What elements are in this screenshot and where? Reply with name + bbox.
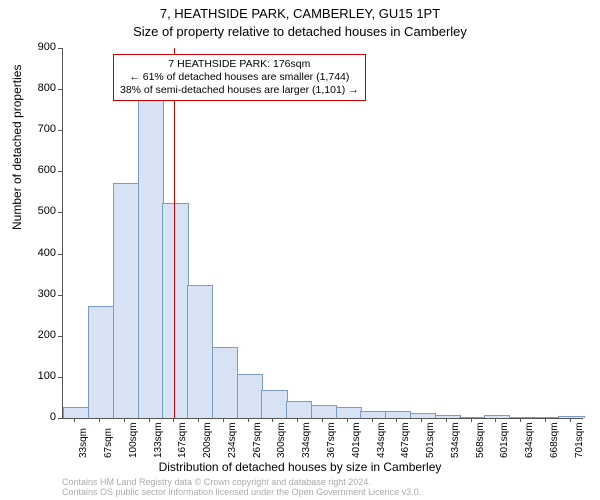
ytick-label: 700 [38,123,56,135]
plot-area: 7 HEATHSIDE PARK: 176sqm← 61% of detache… [62,48,583,419]
xtick-label: 67sqm [103,428,114,458]
xtick-mark [446,418,447,422]
histogram-bar [237,374,263,418]
ytick-mark [58,48,62,49]
xtick-label: 167sqm [177,422,188,458]
y-axis-label: Number of detached properties [10,65,24,230]
xtick-label: 434sqm [376,422,387,458]
histogram-bar [311,405,337,418]
xtick-label: 334sqm [301,422,312,458]
histogram-bar [113,183,139,418]
ytick-label: 100 [38,370,56,382]
ytick-label: 200 [38,329,56,341]
histogram-bar [187,285,213,418]
xtick-label: 267sqm [252,422,263,458]
xtick-mark [198,418,199,422]
histogram-bar [459,417,485,418]
xtick-mark [372,418,373,422]
chart-title-address: 7, HEATHSIDE PARK, CAMBERLEY, GU15 1PT [0,6,600,21]
ytick-mark [58,212,62,213]
xtick-label: 534sqm [450,422,461,458]
xtick-mark [396,418,397,422]
ytick-mark [58,336,62,337]
xtick-mark [570,418,571,422]
ytick-mark [58,254,62,255]
annotation-line1: 7 HEATHSIDE PARK: 176sqm [120,58,359,71]
xtick-mark [545,418,546,422]
histogram-bar [261,390,287,418]
histogram-bar [410,413,436,418]
histogram-bar [484,415,510,418]
annotation-box: 7 HEATHSIDE PARK: 176sqm← 61% of detache… [113,54,366,101]
xtick-label: 634sqm [524,422,535,458]
xtick-mark [74,418,75,422]
x-axis-label: Distribution of detached houses by size … [0,460,600,474]
xtick-label: 367sqm [326,422,337,458]
histogram-bar [63,407,89,418]
xtick-mark [471,418,472,422]
histogram-bar [435,415,461,418]
footer-line2: Contains OS public sector information li… [62,488,421,498]
xtick-label: 568sqm [475,422,486,458]
ytick-mark [58,130,62,131]
xtick-label: 133sqm [153,422,164,458]
histogram-bar [558,416,584,418]
xtick-label: 668sqm [549,422,560,458]
histogram-bar [138,84,164,418]
xtick-mark [223,418,224,422]
reference-line [174,48,175,418]
histogram-bar [286,401,312,418]
ytick-label: 300 [38,288,56,300]
histogram-bar [385,411,411,418]
histogram-bar [360,411,386,418]
ytick-mark [58,171,62,172]
ytick-label: 0 [50,411,56,423]
xtick-mark [248,418,249,422]
histogram-bar [336,407,362,418]
xtick-mark [149,418,150,422]
ytick-label: 800 [38,82,56,94]
ytick-label: 400 [38,247,56,259]
xtick-label: 501sqm [425,422,436,458]
xtick-label: 100sqm [128,422,139,458]
xtick-mark [421,418,422,422]
histogram-bar [509,417,535,418]
xtick-mark [99,418,100,422]
ytick-mark [58,89,62,90]
histogram-bar [534,417,560,418]
xtick-mark [347,418,348,422]
xtick-label: 300sqm [276,422,287,458]
xtick-mark [520,418,521,422]
xtick-mark [495,418,496,422]
xtick-label: 401sqm [351,422,362,458]
ytick-mark [58,377,62,378]
xtick-mark [124,418,125,422]
ytick-mark [58,418,62,419]
annotation-line3: 38% of semi-detached houses are larger (… [120,84,359,97]
annotation-line2: ← 61% of detached houses are smaller (1,… [120,71,359,84]
ytick-label: 500 [38,205,56,217]
ytick-mark [58,295,62,296]
xtick-mark [272,418,273,422]
ytick-label: 600 [38,164,56,176]
xtick-label: 234sqm [227,422,238,458]
ytick-label: 900 [38,41,56,53]
xtick-label: 200sqm [202,422,213,458]
histogram-bar [162,203,188,418]
xtick-label: 33sqm [78,428,89,458]
xtick-mark [297,418,298,422]
chart-subtitle: Size of property relative to detached ho… [0,24,600,39]
xtick-mark [322,418,323,422]
histogram-bar [212,347,238,418]
xtick-label: 467sqm [400,422,411,458]
xtick-mark [173,418,174,422]
xtick-label: 601sqm [499,422,510,458]
footer-attribution: Contains HM Land Registry data © Crown c… [62,478,421,498]
histogram-bar [88,306,114,418]
xtick-label: 701sqm [574,422,585,458]
chart-container: 7, HEATHSIDE PARK, CAMBERLEY, GU15 1PT S… [0,0,600,500]
